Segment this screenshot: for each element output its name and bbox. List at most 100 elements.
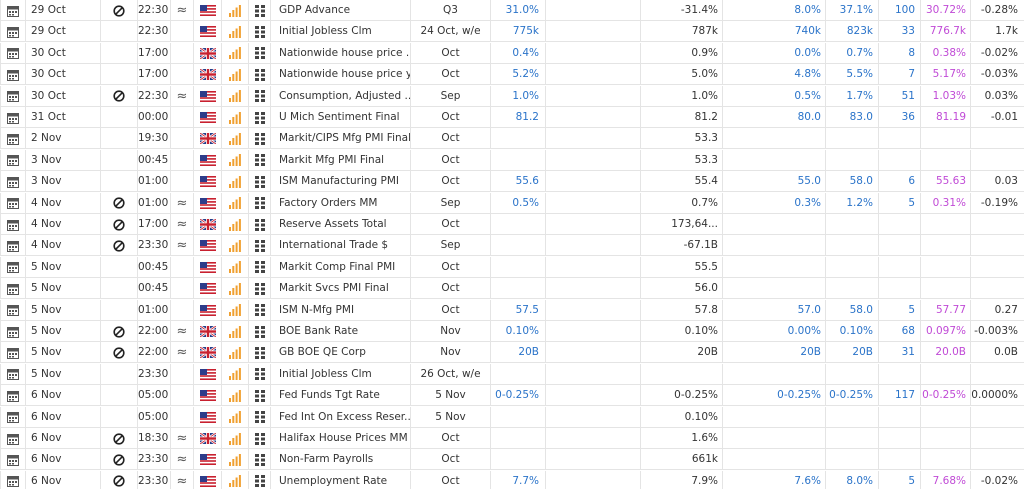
high-cell: 0.10% [825, 321, 878, 342]
high-cell: 1.2% [825, 192, 878, 214]
flag-icon [193, 363, 221, 385]
time-cell: 23:30 [137, 470, 170, 489]
low-cell [722, 428, 825, 449]
cal-icon [0, 171, 25, 193]
low-cell: 0.5% [722, 85, 825, 107]
table-row[interactable]: 4 Nov 23:30 ≈ International Trade $ Sep -67.1… [0, 235, 1024, 257]
halt-icon [100, 128, 137, 150]
diff-cell: 0.0000% [970, 385, 1024, 407]
blank-cell [545, 128, 640, 150]
prior-cell: 0.10% [640, 321, 722, 342]
period-cell: Nov [410, 342, 490, 364]
halt-icon [100, 470, 137, 489]
time-cell: 22:30 [137, 0, 170, 21]
table-row[interactable]: 30 Oct 17:00 Nationwide house price yy Oct 5… [0, 64, 1024, 86]
table-row[interactable]: 30 Oct 22:30 ≈ Consumption, Adjusted ... Sep… [0, 85, 1024, 107]
approx-icon [170, 256, 193, 278]
high-cell: 823k [825, 21, 878, 43]
low-cell: 7.6% [722, 470, 825, 489]
table-row[interactable]: 5 Nov 23:30 Initial Jobless Clm 26 Oct, w/e [0, 363, 1024, 385]
grid-icon [248, 171, 270, 193]
flag-icon [193, 149, 221, 171]
prior-cell: 1.0% [640, 85, 722, 107]
grid-icon [248, 107, 270, 128]
event-cell: Fed Int On Excess Reser... [270, 406, 410, 428]
halt-icon [100, 299, 137, 321]
grid-icon [248, 235, 270, 257]
count-cell [878, 128, 920, 150]
prior-cell: 56.0 [640, 278, 722, 300]
low-cell: 20B [722, 342, 825, 364]
actual-cell: 1.0% [490, 85, 545, 107]
table-row[interactable]: 3 Nov 00:45 Markit Mfg PMI Final Oct 53.3 [0, 149, 1024, 171]
actual-cell: 7.7% [490, 470, 545, 489]
date-cell: 4 Nov [25, 235, 100, 257]
time-cell: 05:00 [137, 385, 170, 407]
period-cell: 24 Oct, w/e [410, 21, 490, 43]
table-row[interactable]: 6 Nov 05:00 Fed Funds Tgt Rate 5 Nov 0-0.25%… [0, 385, 1024, 407]
table-row[interactable]: 4 Nov 01:00 ≈ Factory Orders MM Sep 0.5% 0.7% 0… [0, 192, 1024, 214]
prior-cell: 53.3 [640, 128, 722, 150]
actual-cell [490, 214, 545, 235]
period-cell: Oct [410, 428, 490, 449]
prior-cell: 55.5 [640, 256, 722, 278]
diff-cell: -0.03% [970, 64, 1024, 86]
table-row[interactable]: 3 Nov 01:00 ISM Manufacturing PMI Oct 55.6 55… [0, 171, 1024, 193]
event-cell: Nationwide house price yy [270, 64, 410, 86]
approx-icon: ≈ [170, 470, 193, 489]
count-cell: 36 [878, 107, 920, 128]
halt-icon [100, 171, 137, 193]
prior-cell: 81.2 [640, 107, 722, 128]
grid-icon [248, 85, 270, 107]
table-row[interactable]: 5 Nov 22:00 ≈ BOE Bank Rate Nov 0.10% 0.10% 0.0… [0, 321, 1024, 342]
table-row[interactable]: 5 Nov 00:45 Markit Svcs PMI Final Oct 56.0 [0, 278, 1024, 300]
blank-cell [545, 214, 640, 235]
blank-cell [545, 171, 640, 193]
count-cell: 33 [878, 21, 920, 43]
blank-cell [545, 449, 640, 471]
table-row[interactable]: 31 Oct 00:00 U Mich Sentiment Final Oct 81.2… [0, 107, 1024, 128]
event-cell: GB BOE QE Corp [270, 342, 410, 364]
mean-cell: 0.097% [920, 321, 970, 342]
grid-icon [248, 321, 270, 342]
approx-icon [170, 42, 193, 64]
table-row[interactable]: 6 Nov 23:30 ≈ Unemployment Rate Oct 7.7% 7.9% 7… [0, 470, 1024, 489]
high-cell: 0.7% [825, 42, 878, 64]
table-row[interactable]: 5 Nov 22:00 ≈ GB BOE QE Corp Nov 20B 20B 20B 20B… [0, 342, 1024, 364]
time-cell: 00:45 [137, 149, 170, 171]
mean-cell: 55.63 [920, 171, 970, 193]
table-row[interactable]: 6 Nov 05:00 Fed Int On Excess Reser... 5 No… [0, 406, 1024, 428]
event-cell: Markit/CIPS Mfg PMI Final [270, 128, 410, 150]
count-cell: 5 [878, 192, 920, 214]
actual-cell: 0.4% [490, 42, 545, 64]
period-cell: Oct [410, 171, 490, 193]
date-cell: 6 Nov [25, 470, 100, 489]
cal-icon [0, 342, 25, 364]
table-row[interactable]: 29 Oct 22:30 Initial Jobless Clm 24 Oct, w/… [0, 21, 1024, 43]
table-row[interactable]: 5 Nov 00:45 Markit Comp Final PMI Oct 55.5 [0, 256, 1024, 278]
table-row[interactable]: 30 Oct 17:00 Nationwide house price ... Oct… [0, 42, 1024, 64]
mean-cell [920, 235, 970, 257]
bars-icon [221, 0, 248, 21]
table-row[interactable]: 2 Nov 19:30 Markit/CIPS Mfg PMI Final Oct 53… [0, 128, 1024, 150]
date-cell: 6 Nov [25, 449, 100, 471]
table-row[interactable]: 5 Nov 01:00 ISM N-Mfg PMI Oct 57.5 57.8 57.0 58… [0, 299, 1024, 321]
halt-icon [100, 385, 137, 407]
table-row[interactable]: 4 Nov 17:00 ≈ Reserve Assets Total Oct 173,64… [0, 214, 1024, 235]
grid-icon [248, 256, 270, 278]
count-cell [878, 406, 920, 428]
table-row[interactable]: 6 Nov 23:30 ≈ Non-Farm Payrolls Oct 661k [0, 449, 1024, 471]
date-cell: 31 Oct [25, 107, 100, 128]
mean-cell [920, 128, 970, 150]
table-row[interactable]: 29 Oct 22:30 ≈ GDP Advance Q3 31.0% -31.4% 8.0%… [0, 0, 1024, 21]
table-row[interactable]: 6 Nov 18:30 ≈ Halifax House Prices MM Oct 1.6… [0, 428, 1024, 449]
approx-icon: ≈ [170, 321, 193, 342]
count-cell [878, 278, 920, 300]
cal-icon [0, 449, 25, 471]
cal-icon [0, 428, 25, 449]
approx-icon [170, 171, 193, 193]
flag-icon [193, 385, 221, 407]
halt-icon [100, 363, 137, 385]
count-cell: 117 [878, 385, 920, 407]
period-cell: Oct [410, 449, 490, 471]
